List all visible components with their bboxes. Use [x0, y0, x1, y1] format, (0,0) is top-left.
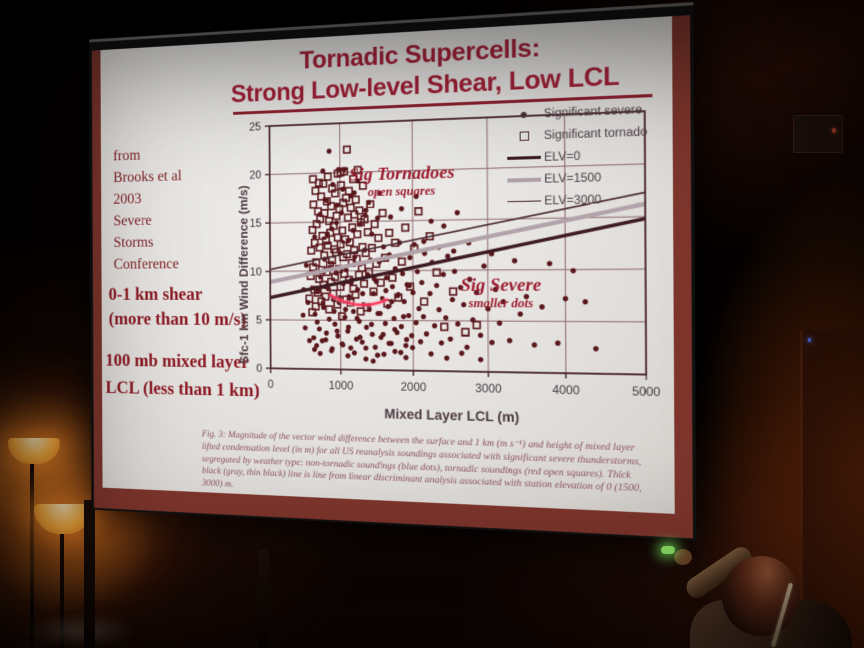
y-axis-label: Sfc-1 km Wind Difference (m/s) — [237, 185, 252, 365]
x-tick-label: 5000 — [632, 386, 660, 400]
y-tick-label: 10 — [250, 266, 262, 278]
x-tick-label: 3000 — [475, 383, 502, 396]
scatter-plot: 0 1000 2000 3000 4000 5000 0 5 10 15 20 25 — [249, 16, 660, 400]
legend-label: ELV=1500 — [544, 171, 602, 186]
slide-maroon-border: Tornadic Supercells: Strong Low-level Sh… — [91, 15, 693, 539]
y-tick-label: 5 — [256, 315, 262, 327]
y-tick-label: 20 — [249, 169, 261, 182]
legend-square-icon — [504, 131, 544, 142]
y-tick-label: 15 — [250, 218, 262, 230]
axis-ticks: 0 1000 2000 3000 4000 5000 0 5 10 15 20 25 — [249, 121, 660, 400]
wall-plate — [793, 115, 843, 153]
chart-legend: Significant severe Significant tornado ELV… — [504, 98, 648, 212]
x-tick-label: 0 — [268, 379, 274, 391]
x-tick-label: 1000 — [329, 380, 354, 393]
legend-label: Significant tornado — [543, 125, 648, 142]
legend-label: ELV=3000 — [544, 193, 602, 208]
screen-tripod-leg — [258, 550, 269, 648]
annotation-sig-severe-label: Sig Severe — [460, 274, 542, 295]
legend-line-icon — [504, 200, 544, 203]
annotation-smaller-dots-label: smaller dots — [468, 295, 534, 311]
floor-light-reflection — [25, 613, 137, 648]
legend-item: ELV=3000 — [504, 188, 647, 213]
projection-screen: Tornadic Supercells: Strong Low-level Sh… — [89, 2, 697, 541]
legend-line-icon — [504, 177, 544, 183]
scatter-points-tornado — [305, 142, 480, 336]
y-tick-label: 0 — [256, 363, 262, 375]
y-tick-label: 25 — [249, 121, 261, 134]
legend-item: ELV=1500 — [504, 165, 647, 191]
slide-content: Tornadic Supercells: Strong Low-level Sh… — [100, 16, 675, 514]
presenter-silhouette — [620, 520, 864, 648]
screen-tripod-leg — [84, 500, 95, 648]
legend-dot-icon — [504, 111, 544, 119]
green-laser-pointer-device — [661, 546, 675, 554]
presenter-hand — [674, 549, 692, 565]
legend-label: ELV=0 — [544, 149, 581, 164]
legend-line-icon — [504, 155, 544, 160]
x-tick-label: 2000 — [401, 381, 427, 394]
x-tick-label: 4000 — [552, 384, 579, 398]
door-frame — [800, 330, 864, 648]
legend-label: Significant severe — [543, 103, 643, 120]
lamp-stem — [60, 534, 64, 648]
annotation-sig-tornadoes: Sig Tornadoes open squares — [308, 160, 498, 201]
red-led-icon — [832, 128, 836, 133]
annotation-sig-severe: Sig Severe smaller dots — [409, 274, 597, 312]
figure-caption: Fig. 3: Magnitude of the vector wind dif… — [201, 428, 642, 495]
lamp-stem — [30, 464, 34, 648]
blue-led-icon — [808, 338, 811, 342]
